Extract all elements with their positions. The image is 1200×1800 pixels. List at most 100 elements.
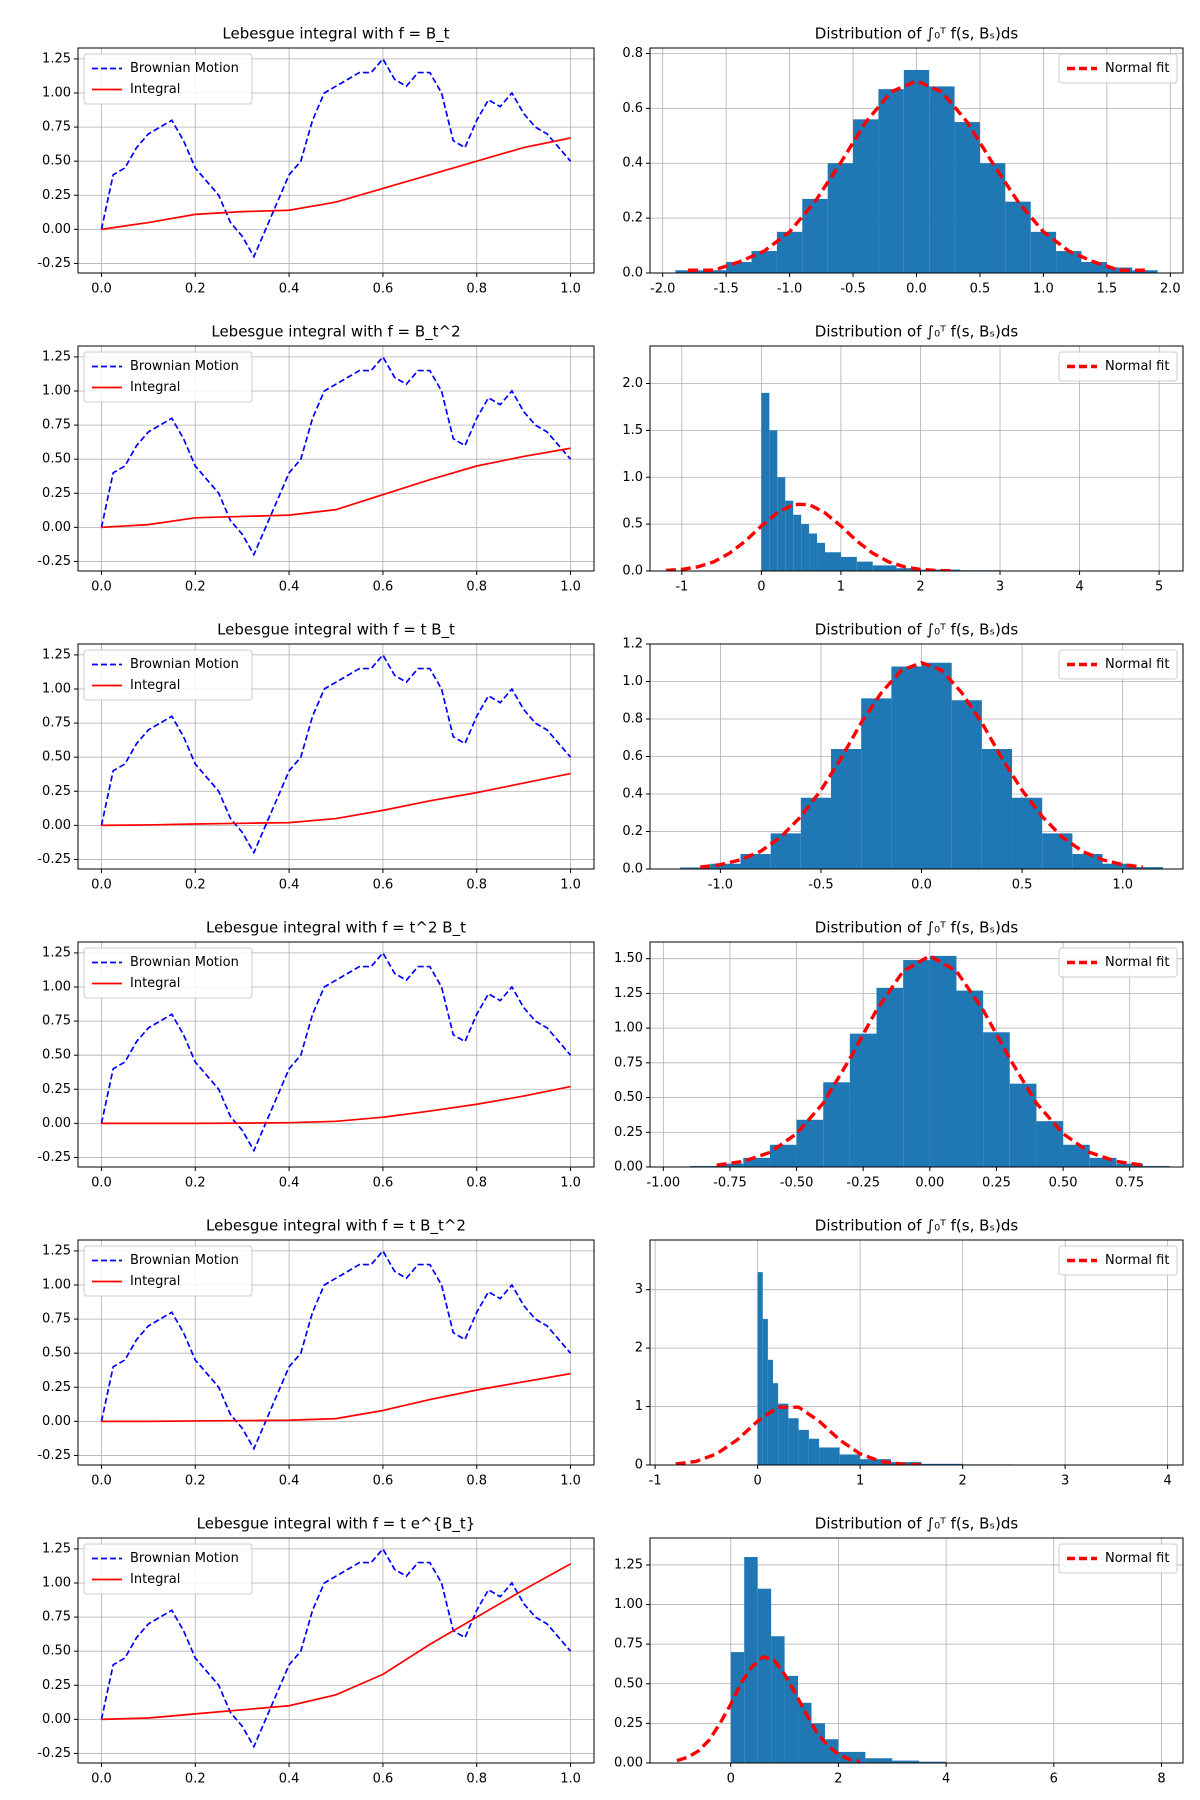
bar — [861, 698, 892, 869]
bar — [825, 552, 841, 571]
chart-title: Lebesgue integral with f = t^2 B_t — [206, 919, 466, 938]
y-tick-label: 1.00 — [614, 1021, 643, 1036]
y-tick-label: 0.25 — [614, 1125, 643, 1140]
x-tick-label: 0.0 — [911, 878, 932, 893]
plot-area — [100, 653, 572, 855]
x-tick-label: 1 — [856, 1474, 864, 1489]
x-tick-label: 0.8 — [466, 1772, 487, 1787]
series-line — [100, 653, 572, 855]
x-tick-label: 0.8 — [466, 282, 487, 297]
legend: Normal fit — [1058, 1543, 1178, 1574]
y-tick-label: 0.25 — [42, 188, 71, 203]
x-tick-label: 1.0 — [560, 580, 581, 595]
legend-box — [1058, 947, 1178, 978]
bar — [860, 1459, 891, 1465]
bar — [809, 533, 818, 571]
axes-frame — [649, 345, 1184, 572]
legend: Normal fit — [1058, 53, 1178, 84]
x-tick-label: 0.5 — [970, 282, 991, 297]
x-tick-label: 2 — [916, 580, 924, 595]
y-tick-label: 0.50 — [42, 1346, 71, 1361]
series-line — [100, 1547, 572, 1749]
y-tick-label: 0.4 — [622, 156, 643, 171]
bar — [773, 1383, 779, 1465]
y-tick-label: 1 — [635, 1399, 643, 1414]
series-line — [700, 660, 1143, 869]
bar — [979, 163, 1006, 273]
y-tick-label: 2 — [635, 1341, 643, 1356]
x-tick-label: 0.25 — [982, 1176, 1011, 1191]
legend-label: Normal fit — [1105, 1551, 1169, 1566]
bar — [761, 392, 770, 571]
y-tick-label: 1.00 — [42, 384, 71, 399]
x-tick-label: 0.2 — [185, 282, 206, 297]
chart-title: Distribution of ∫₀ᵀ f(s, Bₛ)ds — [815, 1217, 1019, 1235]
bar — [798, 1429, 809, 1465]
y-tick-label: 0.0 — [622, 266, 643, 281]
y-tick-label: 0.0 — [622, 862, 643, 877]
bar — [769, 430, 778, 571]
legend-label: Normal fit — [1105, 955, 1169, 970]
bar — [1012, 797, 1043, 869]
y-tick-label: 1.00 — [42, 1576, 71, 1591]
y-tick-label: 1.25 — [42, 51, 71, 66]
bar — [891, 666, 922, 869]
x-tick-label: 0.6 — [373, 878, 394, 893]
axes-frame — [649, 47, 1184, 274]
x-tick-label: 0.0 — [906, 282, 927, 297]
x-tick-label: 0.00 — [915, 1176, 944, 1191]
y-tick-label: 0.75 — [42, 716, 71, 731]
x-tick-label: 0.8 — [466, 878, 487, 893]
y-tick-label: 0.25 — [42, 1678, 71, 1693]
bar — [1116, 1163, 1144, 1167]
bar — [872, 565, 897, 571]
legend-label: Brownian Motion — [130, 1253, 239, 1268]
chart-title: Lebesgue integral with f = t e^{B_t} — [197, 1515, 476, 1534]
axes-frame — [77, 345, 595, 572]
legend-box — [83, 1543, 253, 1595]
bar — [743, 1157, 770, 1167]
bar — [716, 1163, 744, 1167]
y-tick-label: 0.25 — [614, 1716, 643, 1731]
subplot: Distribution of ∫₀ᵀ f(s, Bₛ)ds 0 2 4 6 8 0.00 0… — [614, 1515, 1184, 1787]
bar — [680, 867, 711, 869]
bar — [769, 1144, 797, 1167]
x-tick-label: 1.0 — [560, 1772, 581, 1787]
plot-area — [100, 951, 572, 1153]
legend-label: Integral — [130, 1572, 180, 1587]
x-tick-label: 5 — [1155, 580, 1163, 595]
y-tick-label: 0.50 — [42, 1048, 71, 1063]
legend-label: Brownian Motion — [130, 657, 239, 672]
axes-frame — [649, 643, 1184, 870]
bar — [808, 1438, 820, 1465]
x-tick-label: 0.4 — [279, 1474, 300, 1489]
bar — [840, 556, 857, 571]
bar — [1042, 833, 1073, 869]
plot-area — [675, 1272, 1168, 1465]
bar — [919, 1761, 947, 1763]
x-tick-label: 0 — [757, 580, 765, 595]
x-tick-label: -0.5 — [808, 878, 833, 893]
chart-title: Distribution of ∫₀ᵀ f(s, Bₛ)ds — [815, 323, 1019, 341]
bar — [770, 833, 801, 869]
x-tick-label: 2 — [958, 1474, 966, 1489]
axes-frame — [649, 1239, 1184, 1466]
bar — [896, 568, 921, 571]
bar — [921, 662, 952, 869]
x-tick-label: 1.0 — [560, 282, 581, 297]
bar — [771, 1636, 785, 1763]
y-tick-label: 0 — [635, 1458, 643, 1473]
series-line — [676, 1654, 861, 1763]
series-line — [716, 953, 1144, 1167]
y-tick-label: 0.50 — [42, 154, 71, 169]
bar — [793, 514, 802, 571]
bar — [903, 960, 930, 1167]
x-tick-label: 1.5 — [1097, 282, 1118, 297]
y-tick-label: 0.00 — [42, 1414, 71, 1429]
bar — [849, 1033, 877, 1167]
series-line — [101, 772, 571, 827]
bar — [876, 987, 904, 1167]
y-tick-label: 0.00 — [42, 520, 71, 535]
